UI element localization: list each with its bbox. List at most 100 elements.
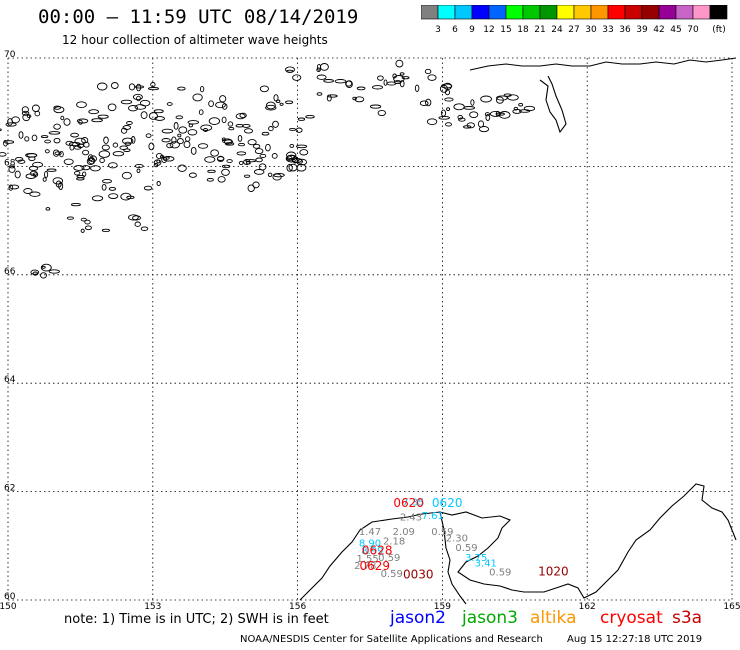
ice-contour	[223, 139, 234, 145]
ice-contour	[82, 149, 90, 156]
ice-contour	[101, 144, 110, 151]
ice-contour	[202, 128, 209, 132]
ice-contour	[134, 85, 145, 89]
ice-contour	[122, 137, 134, 145]
legend-label: 70	[687, 25, 699, 35]
legend-label: 39	[636, 25, 648, 35]
ice-contour	[327, 94, 338, 98]
legend-label: 27	[568, 25, 579, 35]
legend-swatch	[709, 5, 728, 20]
ice-contour	[265, 101, 276, 110]
ice-contour	[70, 202, 81, 207]
y-tick-label: 70	[4, 50, 16, 60]
ice-contour	[73, 145, 82, 150]
ice-contour	[258, 163, 267, 171]
ice-contour	[119, 145, 128, 150]
ice-contour	[83, 141, 90, 148]
legend-label: 30	[585, 25, 597, 35]
ice-contour	[286, 151, 297, 160]
ice-contour	[183, 140, 191, 149]
legend-label: 45	[670, 25, 681, 35]
ice-contour	[21, 110, 30, 116]
x-tick-label: 162	[579, 602, 596, 612]
ice-contour	[395, 59, 404, 68]
ice-contour	[9, 184, 20, 190]
ice-contour	[221, 168, 230, 176]
ice-contour	[268, 126, 274, 132]
ice-contour	[235, 123, 244, 128]
ice-contour	[190, 146, 197, 155]
ice-contour	[177, 86, 186, 91]
ice-contour	[299, 149, 309, 156]
ice-contour	[63, 118, 71, 126]
ice-contour	[457, 114, 463, 120]
ice-contour	[89, 155, 97, 163]
ice-contour	[356, 86, 366, 91]
x-tick-label: 159	[434, 602, 451, 612]
ice-contour	[132, 93, 143, 101]
ice-contour	[219, 95, 227, 103]
legend-label: 18	[517, 25, 529, 35]
ice-contour	[446, 107, 451, 111]
ice-contour	[76, 118, 89, 124]
ice-contour	[255, 157, 263, 163]
ice-contour	[134, 104, 147, 110]
ice-contour	[21, 106, 29, 114]
ice-contour	[53, 137, 61, 144]
ice-contour	[383, 79, 388, 86]
ice-contour	[238, 160, 244, 166]
ice-contour	[513, 106, 519, 111]
ice-contour	[267, 172, 273, 177]
ice-contour	[52, 149, 60, 157]
ice-contour	[369, 104, 382, 109]
observation-label: 2.09	[393, 527, 415, 538]
ice-contour	[0, 128, 2, 132]
ice-contour	[226, 159, 233, 164]
ice-contour	[377, 75, 384, 81]
ice-contour	[60, 115, 65, 121]
observation-label: 0030	[403, 567, 434, 581]
ice-contour	[143, 185, 153, 191]
ice-contour	[134, 163, 144, 169]
ice-contour	[484, 112, 490, 117]
ice-contour	[210, 149, 219, 157]
page-title: 00:00 – 11:59 UTC 08/14/2019	[38, 6, 359, 28]
ice-contour	[32, 161, 44, 168]
ice-contour	[154, 116, 165, 121]
ice-contour	[187, 120, 200, 125]
ice-contour	[254, 148, 264, 155]
ice-contour	[242, 123, 251, 128]
ice-contour	[130, 136, 136, 144]
ice-contour	[46, 168, 57, 172]
ice-contour	[253, 169, 265, 175]
ice-contour	[238, 142, 245, 147]
ice-contour	[91, 195, 104, 202]
x-tick-label: 150	[0, 602, 17, 612]
ice-contour	[8, 184, 14, 191]
axis-tick-labels: 150 153 156 159 162 165 70 68 66 64 62 60	[0, 50, 740, 612]
ice-contour	[247, 139, 257, 146]
ice-contour	[121, 171, 132, 180]
observation-label: 1020	[538, 565, 569, 579]
ice-contour	[188, 123, 193, 128]
observation-label: 1.47	[359, 527, 381, 538]
ice-contour	[112, 142, 119, 148]
observation-label: 7.35	[402, 498, 424, 509]
ice-contour	[73, 165, 85, 171]
ice-contour	[228, 126, 235, 131]
ice-contour	[40, 272, 47, 279]
observation-label: 0.59	[489, 568, 511, 579]
ice-contour	[185, 136, 191, 142]
ice-contour	[489, 110, 502, 117]
ice-contour	[296, 158, 308, 166]
observation-label: 2.30	[446, 534, 468, 545]
ice-contour	[243, 128, 254, 134]
ice-contour	[297, 117, 306, 121]
observation-label: 7.61	[422, 511, 444, 522]
satellite-cryosat: cryosat	[600, 608, 663, 628]
ice-contour	[289, 143, 295, 148]
ice-contour	[31, 134, 38, 142]
ice-contour	[91, 118, 103, 123]
ice-contour	[65, 140, 74, 146]
ice-contour	[171, 136, 177, 144]
